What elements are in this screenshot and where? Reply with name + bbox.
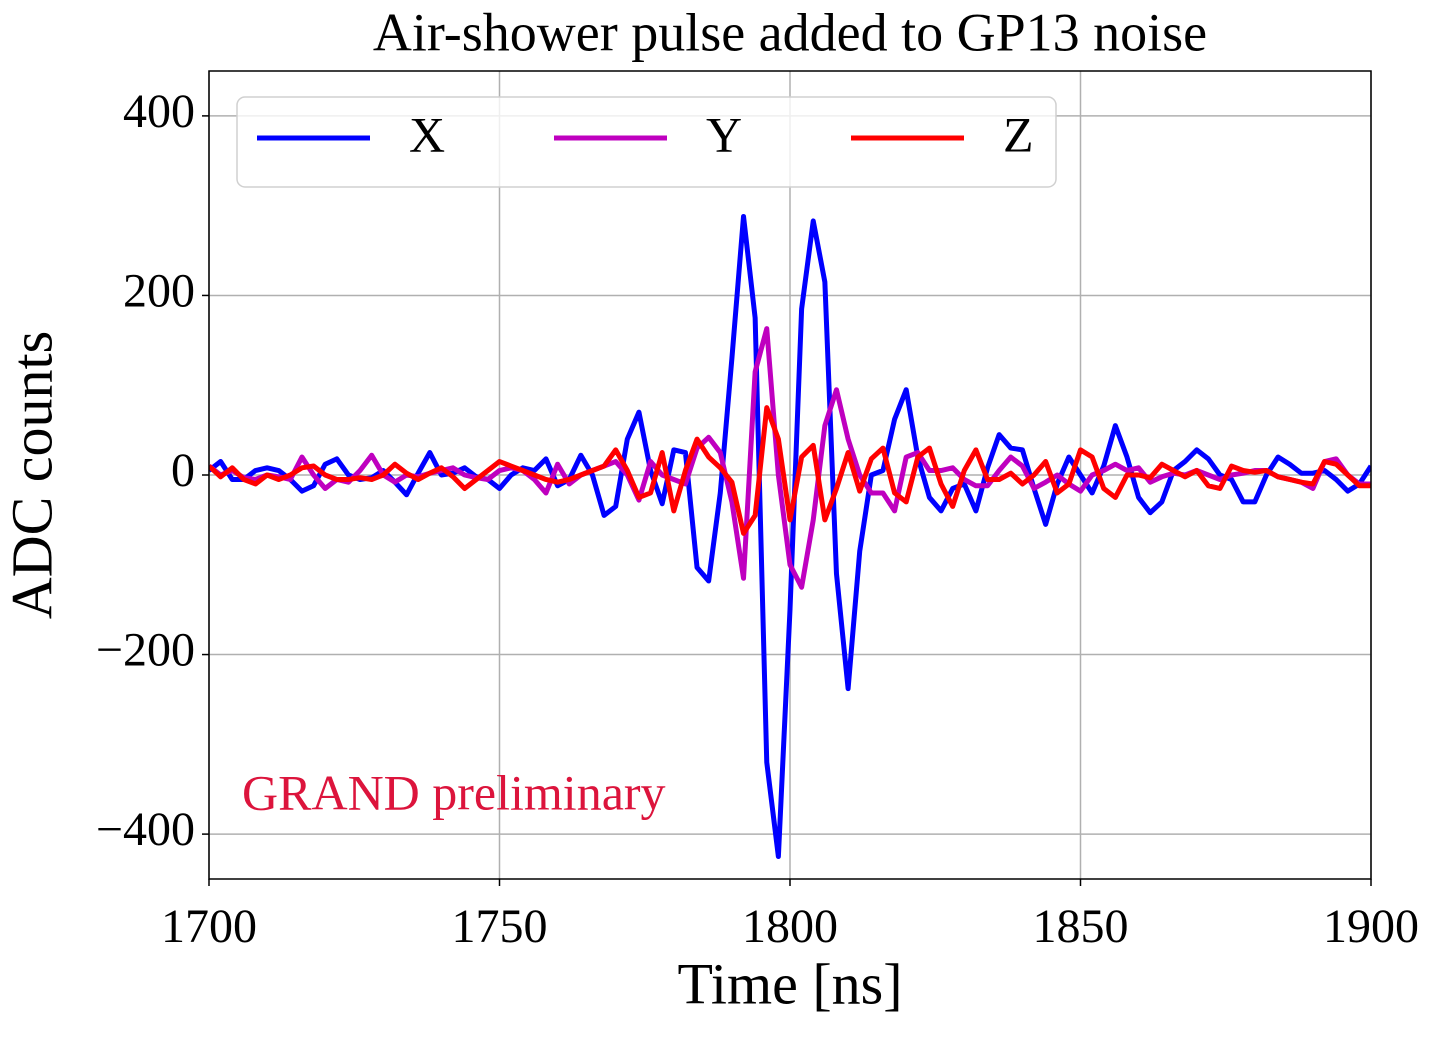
y-axis-label: ADC counts <box>0 331 64 619</box>
x-tick-label: 1900 <box>1323 900 1419 953</box>
line-series <box>209 405 1371 536</box>
plot-frame <box>208 70 1372 880</box>
legend-label: X <box>409 106 445 162</box>
y-tick-label: 200 <box>123 264 195 317</box>
legend-label: Z <box>1003 106 1034 162</box>
x-tick-label: 1750 <box>452 900 548 953</box>
y-tick-label: 400 <box>123 85 195 138</box>
y-tick-label: 0 <box>171 444 195 497</box>
line-series <box>209 213 1371 860</box>
y-tick-label: −400 <box>96 803 195 856</box>
x-tick-label: 1700 <box>161 900 257 953</box>
x-tick-label: 1800 <box>742 900 838 953</box>
legend-box <box>236 96 1057 188</box>
chart-title: Air-shower pulse added to GP13 noise <box>373 2 1207 62</box>
annotation: GRAND preliminary <box>242 764 666 820</box>
legend-label: Y <box>706 106 742 162</box>
x-axis-label: Time [ns] <box>677 951 902 1016</box>
y-tick-label: −200 <box>96 624 195 677</box>
x-tick-label: 1850 <box>1033 900 1129 953</box>
